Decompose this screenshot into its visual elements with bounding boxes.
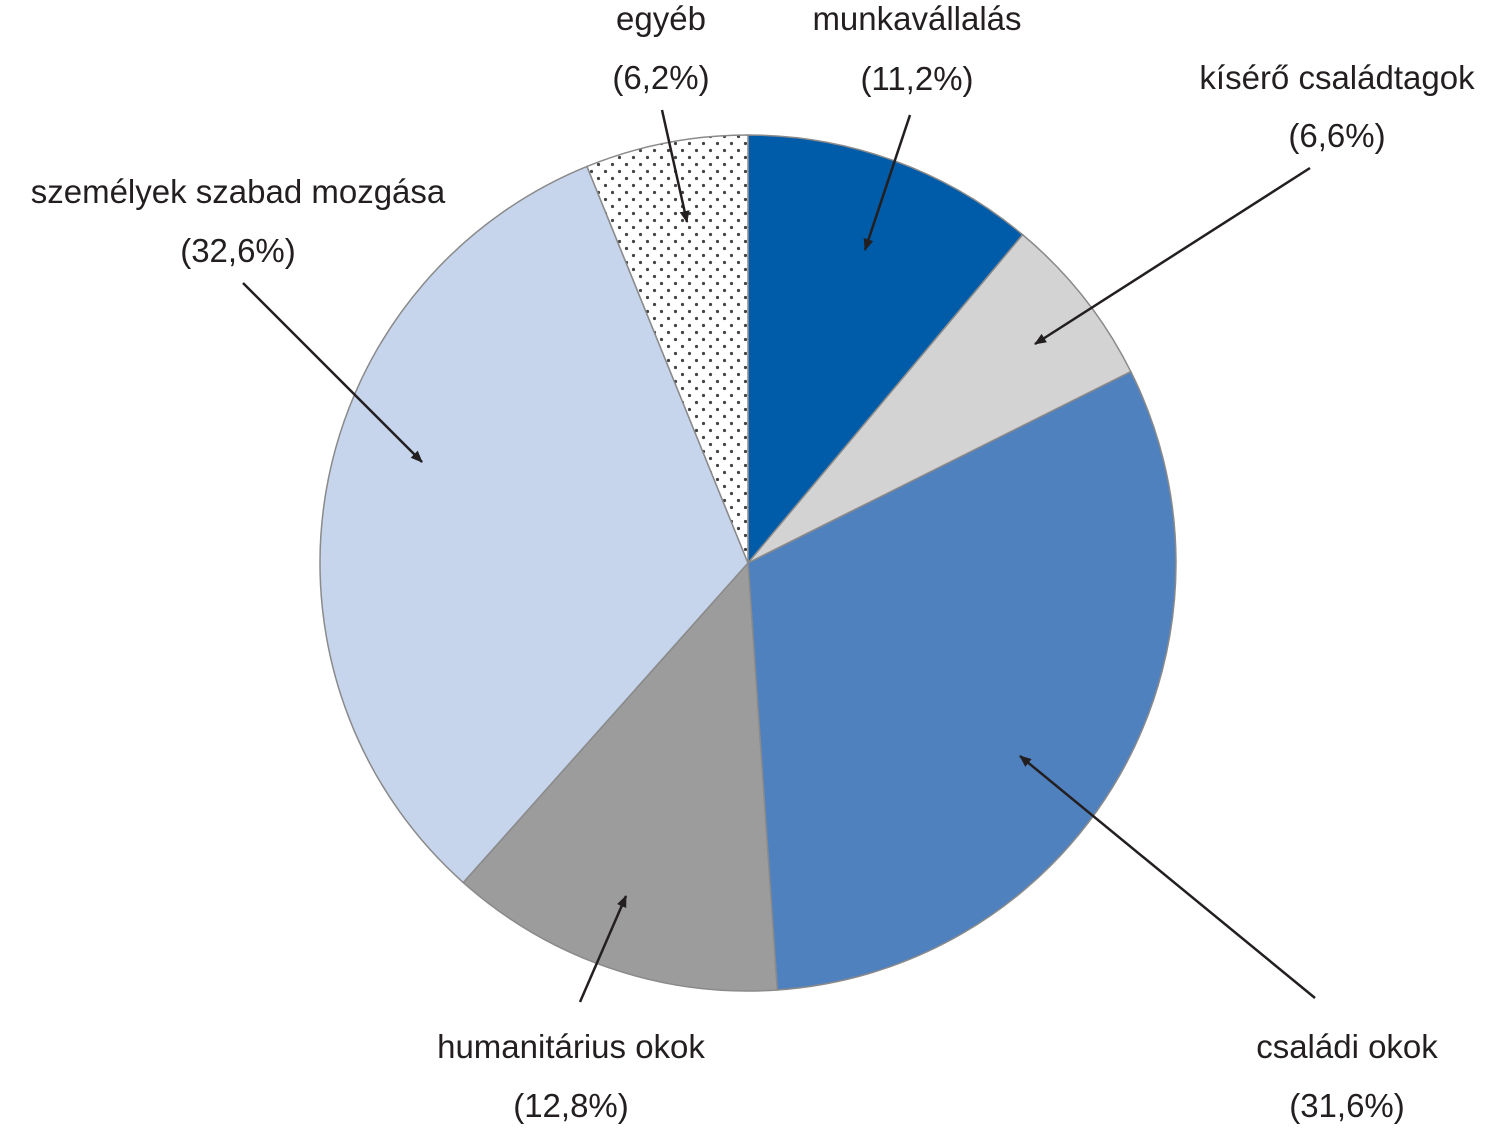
slice-label-kisero-csaladtagok: kísérő családtagok (1199, 59, 1475, 96)
slice-value-label-humanitarius-okok: (12,8%) (513, 1087, 629, 1124)
pie-slice-humanitarius-okok (462, 561, 779, 992)
pie-slice-szemelyek-szabad-mozgasa (319, 165, 749, 884)
pie-slice-csaladi-okok (747, 370, 1177, 991)
slice-label-egyeb: egyéb (616, 0, 706, 37)
leader-arrow-szemelyek-szabad-mozgasa (242, 282, 423, 463)
slice-label-humanitarius-okok: humanitárius okok (437, 1028, 705, 1065)
leader-arrow-egyeb (660, 109, 690, 223)
slice-label-szemelyek-szabad-mozgasa: személyek szabad mozgása (31, 173, 446, 210)
slice-value-label-csaladi-okok: (31,6%) (1289, 1087, 1405, 1124)
leader-arrow-csaladi-okok (1019, 755, 1316, 999)
slice-value-label-kisero-csaladtagok: (6,6%) (1288, 117, 1385, 154)
slice-label-munkavallalas: munkavállalás (812, 0, 1021, 37)
pie-slice-kisero-csaladtagok (747, 233, 1132, 564)
leader-arrow-kisero-csaladtagok (1034, 166, 1311, 346)
slice-value-label-szemelyek-szabad-mozgasa: (32,6%) (180, 232, 296, 269)
slice-value-label-egyeb: (6,2%) (612, 59, 709, 96)
slice-label-csaladi-okok: családi okok (1256, 1028, 1438, 1065)
leader-arrow-humanitarius-okok (578, 895, 628, 1003)
leader-arrow-munkavallalas (863, 114, 912, 251)
slice-value-label-munkavallalas: (11,2%) (860, 60, 973, 97)
pie-slice-egyeb (586, 134, 749, 564)
